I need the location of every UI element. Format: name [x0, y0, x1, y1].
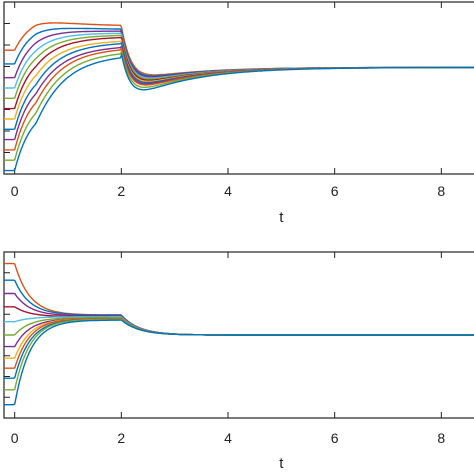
x-tick-label: 4	[224, 183, 232, 199]
x-axis-label: t	[279, 455, 284, 472]
plot-frame	[3, 1, 474, 175]
top-chart: 0 2 4 6 8 t	[3, 1, 474, 226]
x-tick-label: 2	[117, 430, 125, 446]
series-line-11	[4, 319, 474, 406]
bottom-chart: 0 2 4 6 8 t	[3, 251, 474, 472]
x-axis-label: t	[279, 209, 284, 226]
x-tick-label: 0	[11, 430, 19, 446]
x-tick-label: 6	[331, 183, 339, 199]
x-tick-label: 4	[224, 430, 232, 446]
x-tick-label: 8	[437, 183, 445, 199]
series-line-11	[4, 52, 474, 172]
x-tick-label: 8	[437, 430, 445, 446]
series-group	[4, 262, 474, 406]
series-group	[4, 22, 474, 172]
x-tick-label: 2	[117, 183, 125, 199]
x-tick-label: 0	[11, 183, 19, 199]
x-tick-label: 6	[331, 430, 339, 446]
